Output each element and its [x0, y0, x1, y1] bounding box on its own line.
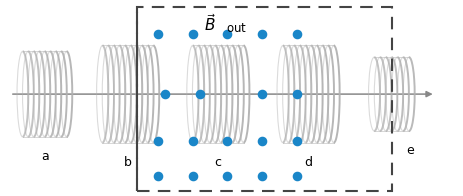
Point — [293, 139, 300, 142]
Point — [195, 93, 203, 96]
Text: e: e — [405, 144, 413, 157]
Point — [188, 174, 196, 177]
Text: a: a — [41, 150, 49, 163]
Point — [223, 139, 231, 142]
Point — [258, 139, 265, 142]
Point — [258, 93, 265, 96]
Point — [188, 139, 196, 142]
Text: c: c — [214, 156, 221, 169]
Point — [258, 32, 265, 35]
Point — [154, 32, 161, 35]
Point — [154, 174, 161, 177]
Point — [293, 174, 300, 177]
Point — [293, 32, 300, 35]
Point — [258, 174, 265, 177]
Text: $\vec{B}$: $\vec{B}$ — [204, 13, 216, 34]
Text: d: d — [304, 156, 312, 169]
Point — [188, 32, 196, 35]
Point — [293, 93, 300, 96]
Point — [223, 32, 231, 35]
Point — [223, 174, 231, 177]
Point — [154, 139, 161, 142]
Text: b: b — [124, 156, 131, 169]
Text: $\mathrm{out}$: $\mathrm{out}$ — [225, 22, 246, 35]
Point — [161, 93, 168, 96]
